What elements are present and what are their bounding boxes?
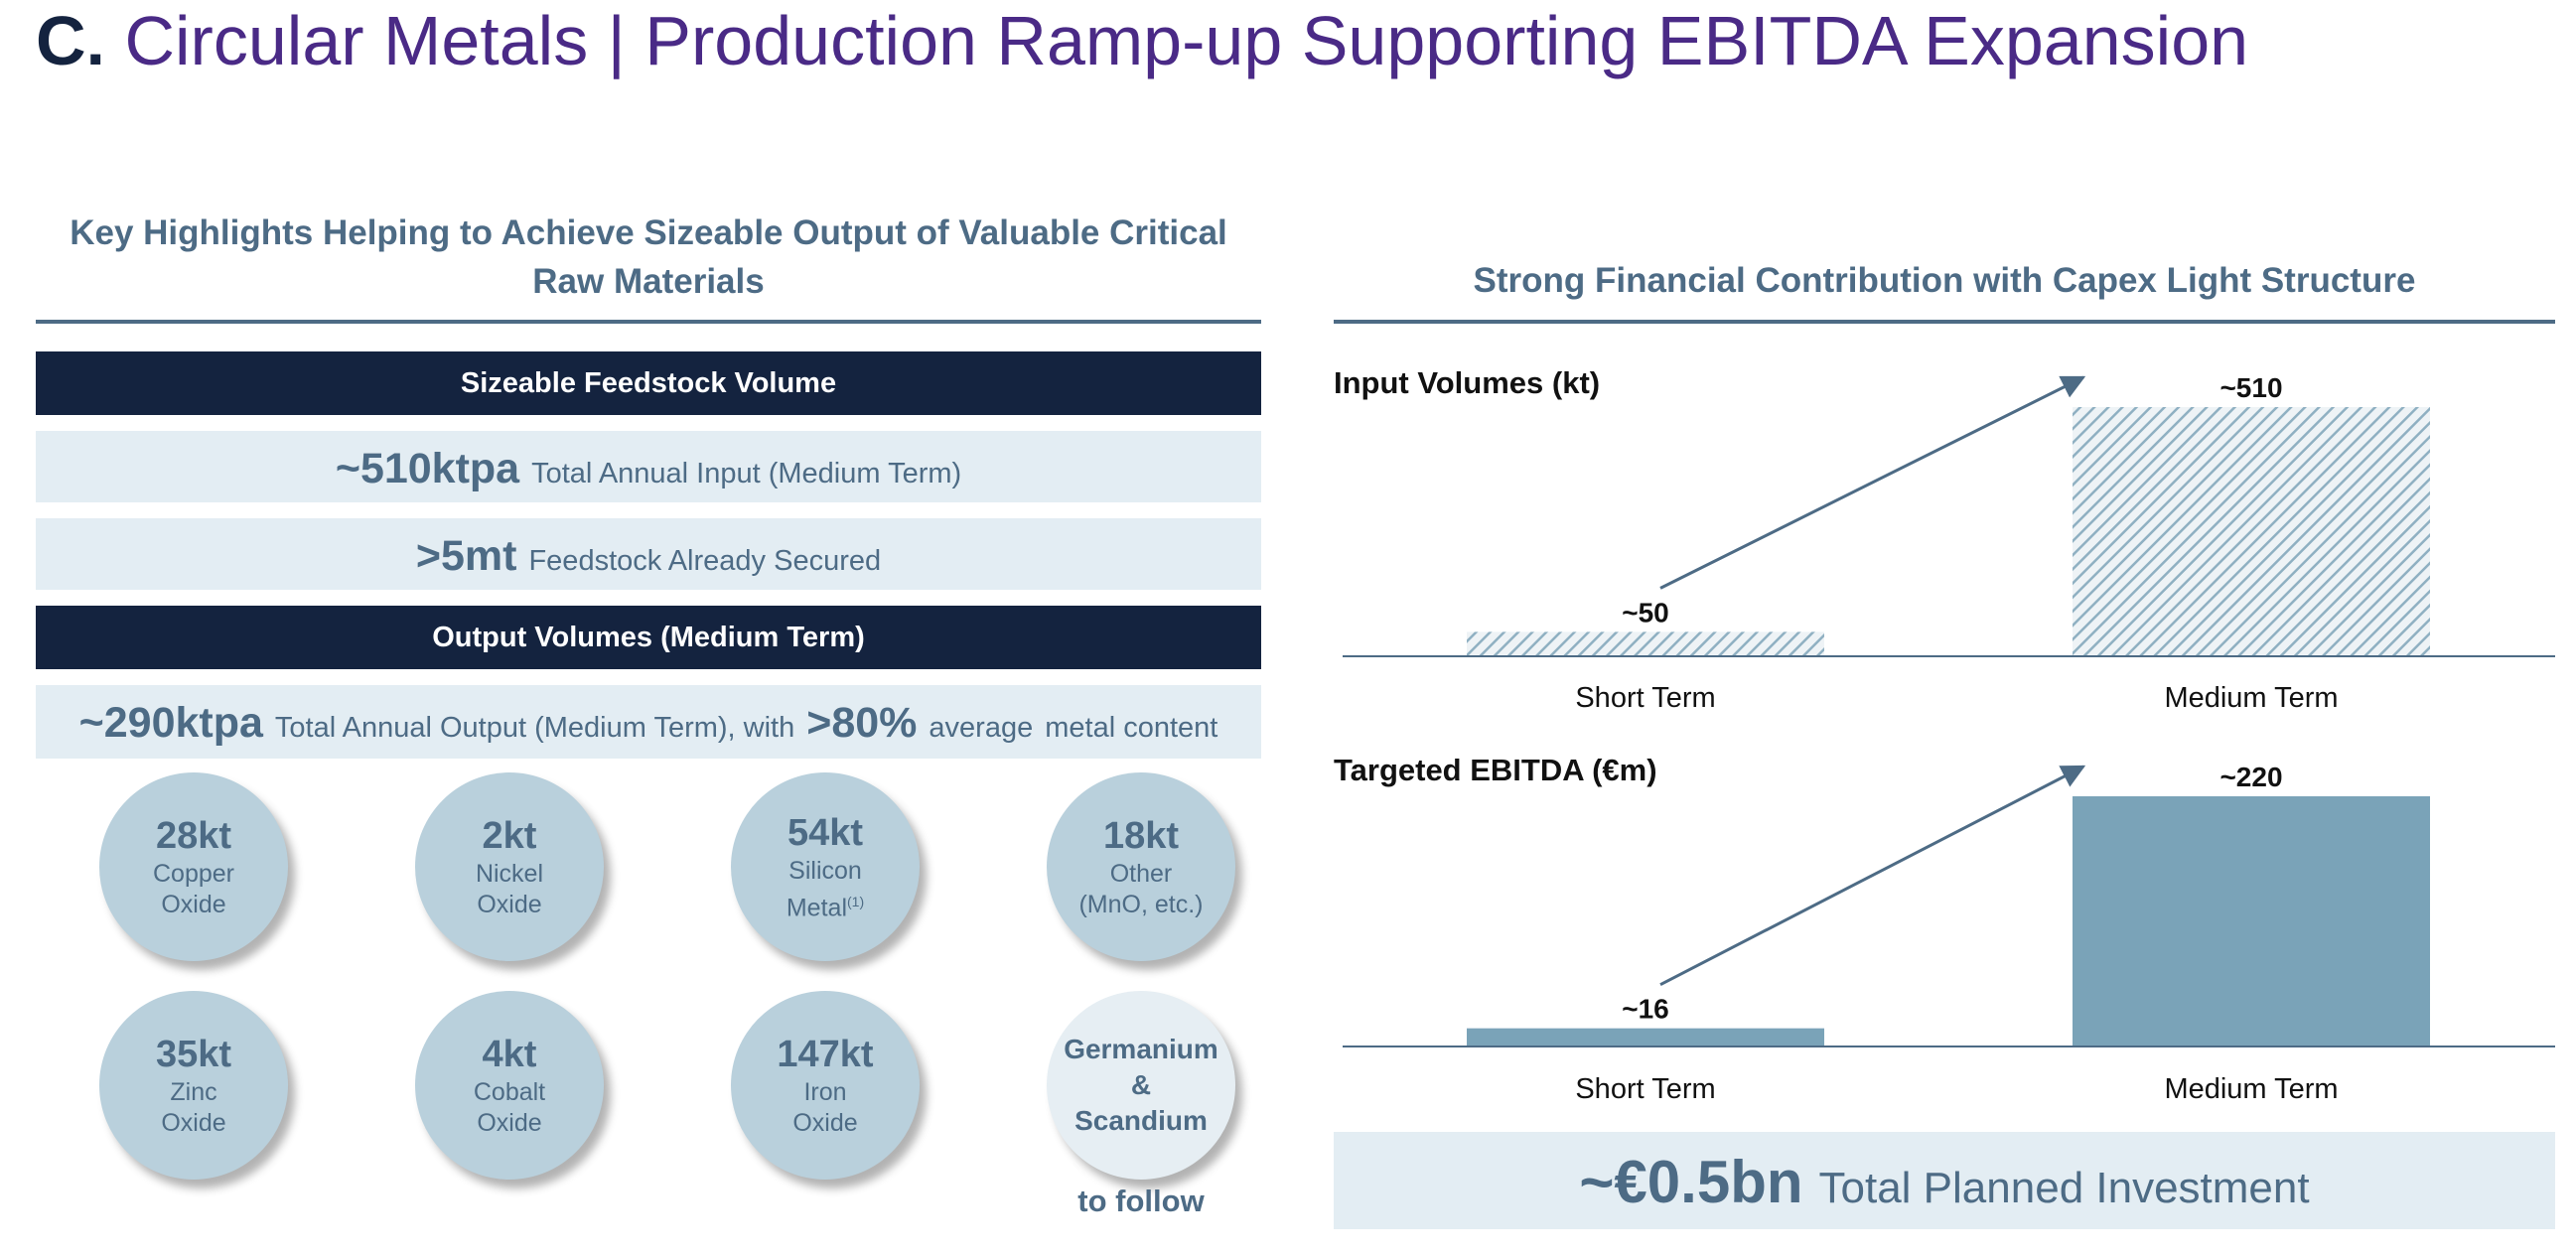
- metal-content-text2: metal content: [1045, 712, 1218, 744]
- category-label: Short Term: [1575, 1073, 1715, 1105]
- metal-circle-copper: 28kt Copper Oxide: [99, 772, 288, 961]
- metal-circle-iron: 147kt Iron Oxide: [731, 991, 920, 1180]
- bar-short-term: [1467, 631, 1824, 656]
- right-section-heading: Strong Financial Contribution with Capex…: [1473, 261, 2416, 300]
- metal-qty: 4kt: [482, 1034, 537, 1075]
- metal-qty: 35kt: [155, 1034, 232, 1075]
- metal-line2: Metal: [786, 894, 847, 922]
- metal-content-text1: average: [929, 712, 1034, 744]
- metal-circle-zinc: 35kt Zinc Oxide: [99, 991, 288, 1180]
- category-label: Medium Term: [2164, 682, 2338, 714]
- bar-medium-term: [2073, 796, 2430, 1046]
- bar-medium-term: [2073, 407, 2430, 656]
- left-section-heading: Key Highlights Helping to Achieve Sizeab…: [36, 209, 1261, 306]
- category-label: Medium Term: [2164, 1073, 2338, 1105]
- output-text: Total Annual Output (Medium Term), with: [274, 712, 795, 744]
- metal-line2: Oxide: [477, 891, 542, 918]
- metal-line1: Nickel: [475, 860, 544, 888]
- category-label: Short Term: [1575, 682, 1715, 714]
- feedstock-band-label: Sizeable Feedstock Volume: [460, 366, 837, 399]
- left-heading-line2: Raw Materials: [532, 262, 765, 301]
- metal-qty: 147kt: [777, 1034, 874, 1075]
- left-heading-rule: [36, 320, 1261, 324]
- bar-short-term: [1467, 1028, 1824, 1046]
- future-line2: &: [1130, 1069, 1152, 1100]
- feedstock-row: >5mt Feedstock Already Secured: [36, 518, 1261, 590]
- metal-qty: 28kt: [155, 815, 232, 857]
- page-title: C. Circular Metals | Production Ramp-up …: [36, 0, 2248, 81]
- metal-line2: Oxide: [477, 1109, 542, 1137]
- metal-line1: Cobalt: [473, 1078, 546, 1106]
- growth-arrow: [1659, 765, 2086, 987]
- output-row: ~290ktpa Total Annual Output (Medium Ter…: [36, 685, 1261, 759]
- data-label: ~50: [1622, 597, 1669, 628]
- metal-line2: Oxide: [792, 1109, 858, 1137]
- metal-content-value: >80%: [806, 699, 918, 747]
- metal-qty: 18kt: [1102, 815, 1180, 857]
- metal-line2: Oxide: [161, 1109, 226, 1137]
- metal-line2-with-note: Metal(1): [787, 887, 864, 923]
- metal-circle-cobalt: 4kt Cobalt Oxide: [415, 991, 604, 1180]
- metal-qty: 54kt: [787, 811, 864, 854]
- to-follow-caption: to follow: [1077, 1184, 1205, 1218]
- metal-qty: 2kt: [482, 815, 537, 857]
- right-heading-rule: [1334, 320, 2555, 324]
- ebitda-chart-title: Targeted EBITDA (€m): [1334, 753, 1657, 787]
- metal-line1: Silicon: [788, 856, 862, 885]
- feedstock-band: Sizeable Feedstock Volume: [36, 351, 1261, 415]
- future-line1: Germanium: [1064, 1034, 1218, 1064]
- metal-circle-other: 18kt Other (MnO, etc.): [1047, 772, 1235, 961]
- input-value: ~510ktpa: [335, 445, 520, 492]
- section-letter: C.: [36, 2, 105, 79]
- left-heading-line1: Key Highlights Helping to Achieve Sizeab…: [70, 213, 1227, 252]
- investment-band: ~€0.5bn Total Planned Investment: [1334, 1132, 2555, 1229]
- data-label: ~510: [2219, 372, 2282, 403]
- output-value: ~290ktpa: [78, 699, 263, 747]
- output-band-label: Output Volumes (Medium Term): [432, 621, 865, 653]
- ebitda-chart: ~16 Short Term ~220 Medium Term: [1343, 762, 2555, 1105]
- metal-circle-silicon: 54kt Silicon Metal(1): [731, 772, 920, 961]
- feedstock-text: Feedstock Already Secured: [528, 545, 882, 577]
- feedstock-value: >5mt: [415, 532, 517, 580]
- investment-value: ~€0.5bn: [1579, 1149, 1803, 1215]
- input-chart-title: Input Volumes (kt): [1334, 365, 1601, 400]
- metal-circle-nickel: 2kt Nickel Oxide: [415, 772, 604, 961]
- output-band: Output Volumes (Medium Term): [36, 606, 1261, 669]
- metal-line2: (MnO, etc.): [1078, 891, 1204, 918]
- future-line3: Scandium: [1074, 1105, 1208, 1136]
- metal-line1: Other: [1109, 860, 1173, 888]
- data-label: ~16: [1622, 994, 1669, 1025]
- input-row: ~510ktpa Total Annual Input (Medium Term…: [36, 431, 1261, 502]
- metal-line1: Copper: [153, 860, 234, 888]
- input-volumes-chart: ~50 Short Term ~510 Medium Term: [1343, 372, 2555, 714]
- metal-line1: Iron: [803, 1078, 847, 1106]
- metal-line1: Zinc: [170, 1078, 217, 1106]
- future-metals-circle: Germanium & Scandium: [1047, 991, 1235, 1180]
- data-label: ~220: [2219, 762, 2282, 792]
- title-text: Circular Metals | Production Ramp-up Sup…: [124, 2, 2249, 79]
- input-text: Total Annual Input (Medium Term): [531, 458, 962, 489]
- metal-line2: Oxide: [161, 891, 226, 918]
- footnote-marker: (1): [847, 893, 865, 909]
- growth-arrow: [1659, 375, 2086, 590]
- investment-text: Total Planned Investment: [1818, 1164, 2310, 1212]
